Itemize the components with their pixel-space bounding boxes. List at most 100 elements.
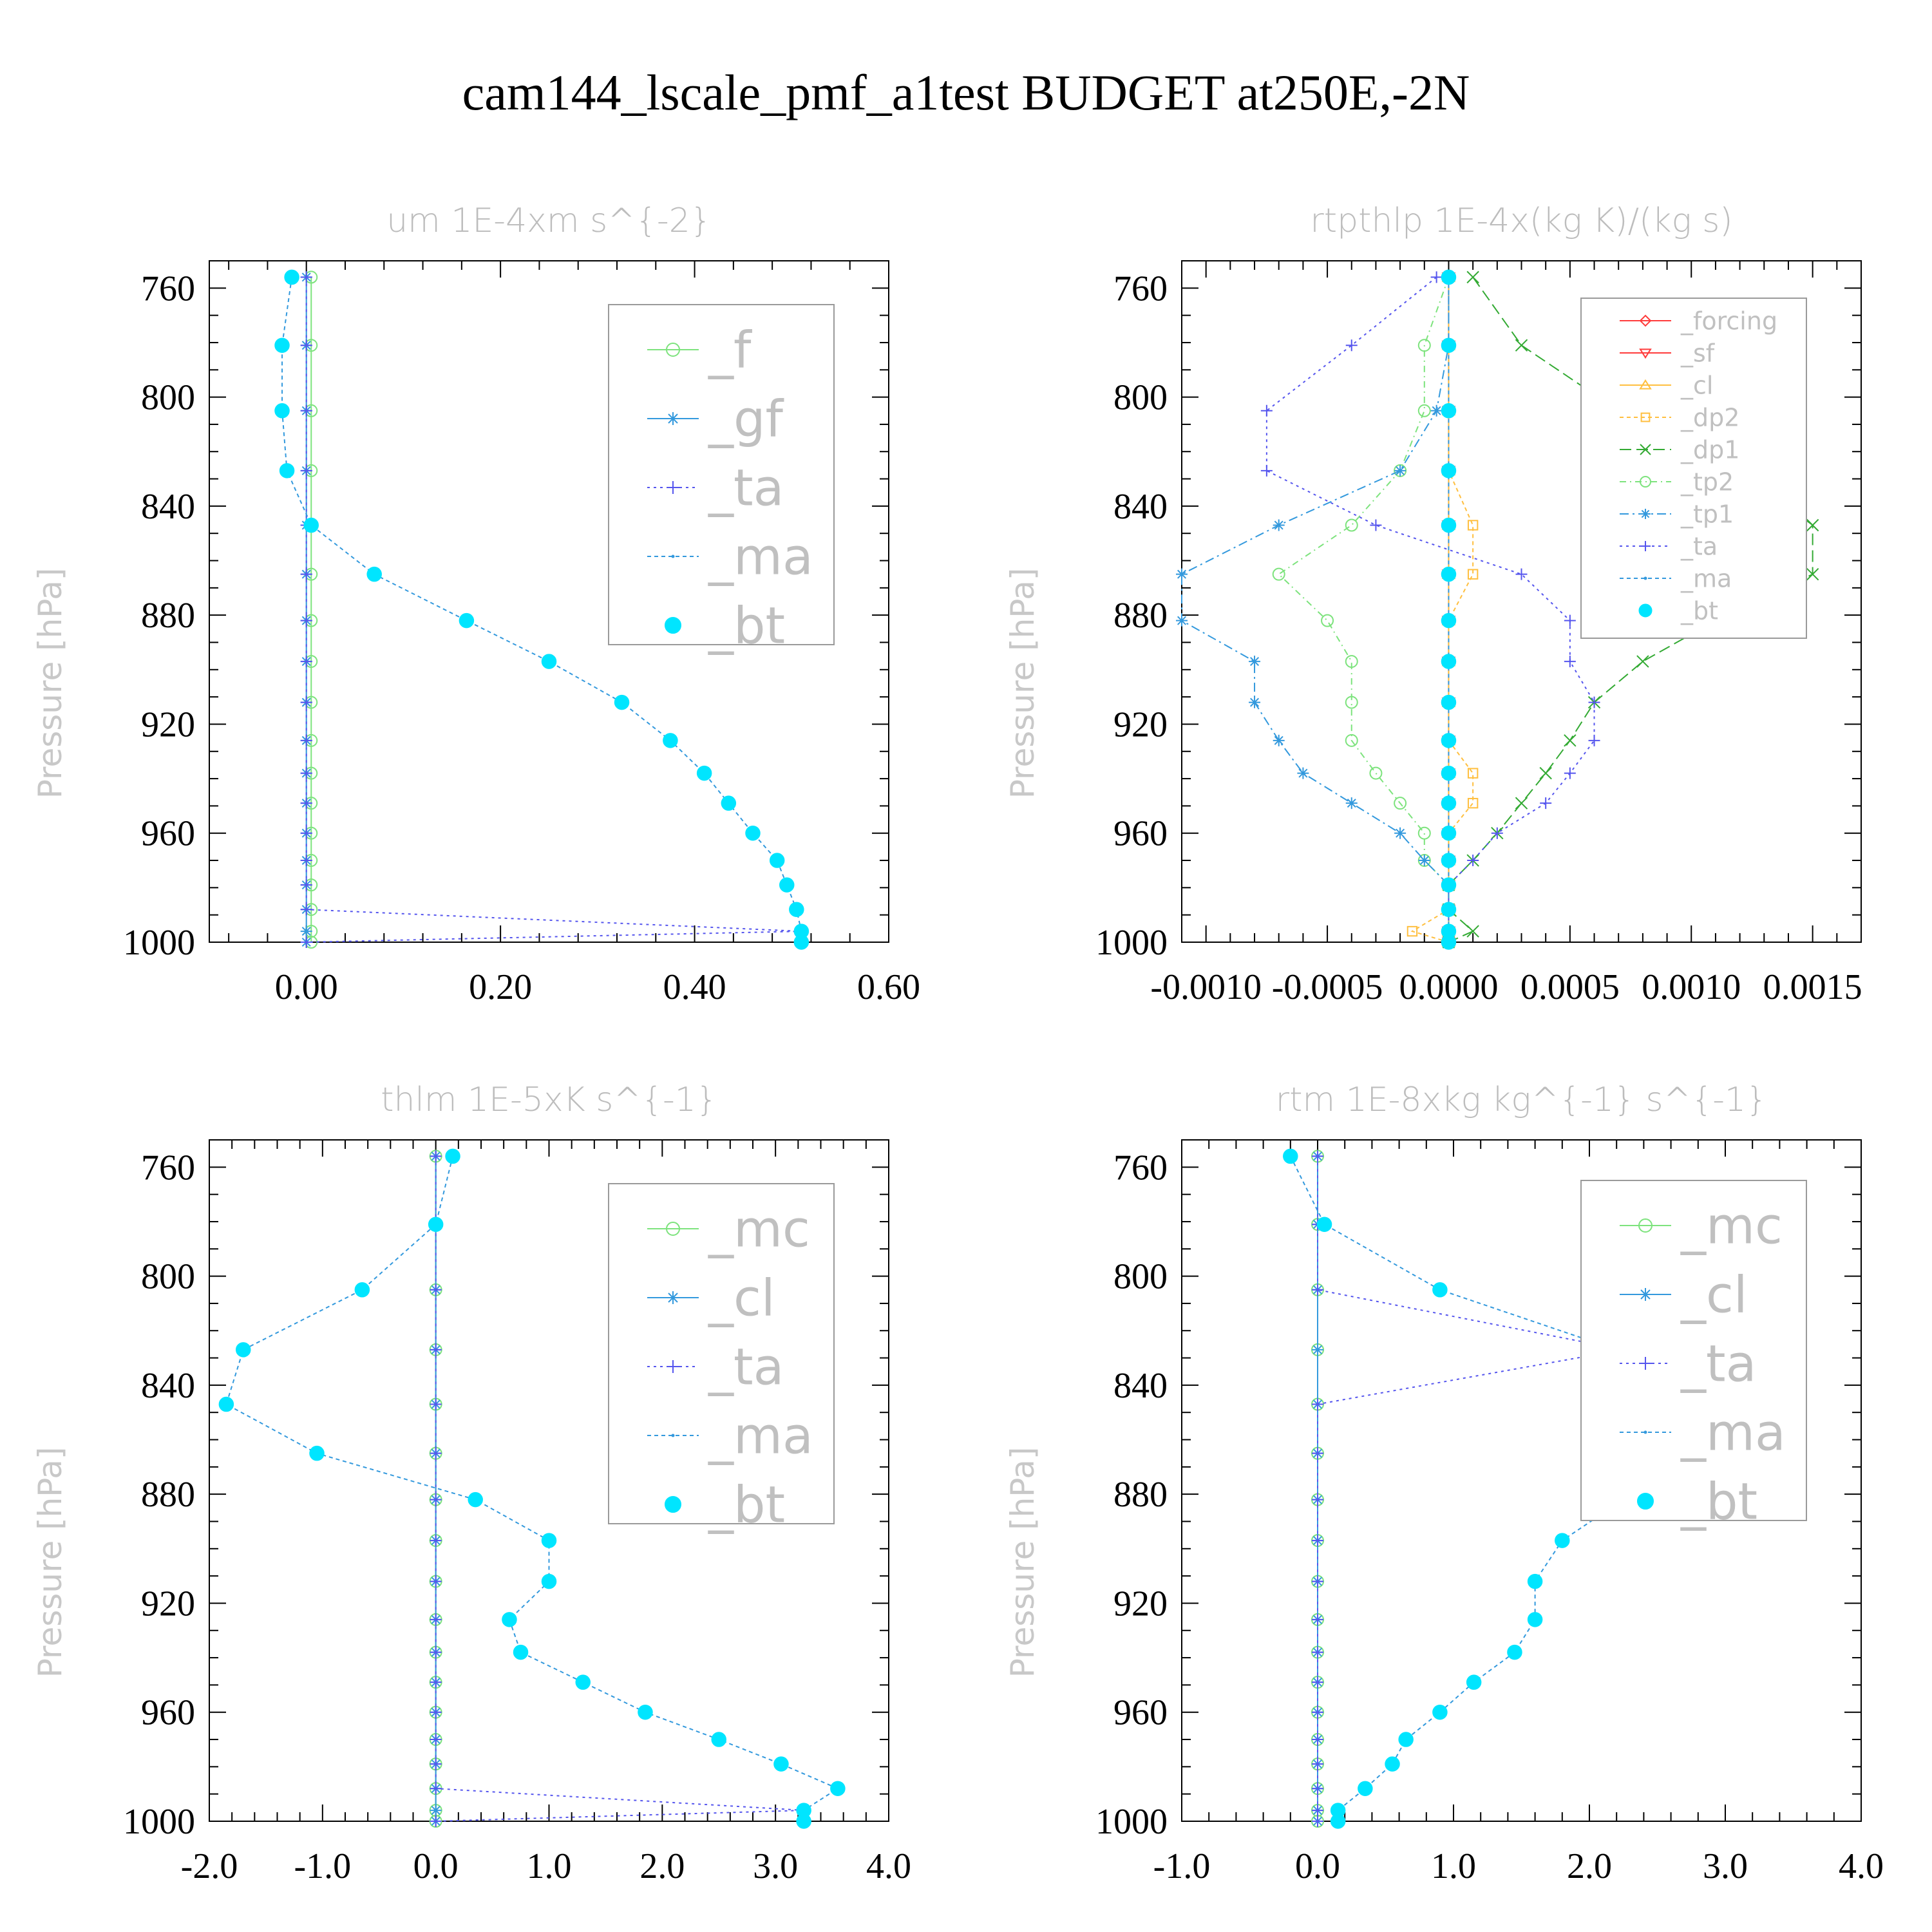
data-point [1394,464,1406,477]
data-point [300,568,312,580]
data-point [430,1804,442,1817]
data-point [1370,519,1382,531]
legend-marker [1639,379,1652,390]
x-tick-label: 0.00 [275,967,338,1007]
data-point [430,1283,442,1296]
panels: um 1E-4xm s^{-2} Pressure [hPa] 760 800 840 8… [32,202,1884,1886]
data-point [459,612,475,629]
data-point [1260,464,1273,477]
data-point [1312,1493,1323,1506]
data-point [1467,520,1479,531]
data-point [430,1398,442,1410]
y-tick-label: 840 [141,1366,195,1406]
data-point [300,879,312,891]
data-point [541,1533,557,1548]
data-point [1491,827,1503,839]
legend-marker [666,1222,680,1236]
data-point [1564,734,1577,747]
data-point [1527,1612,1543,1627]
data-point [1273,734,1285,746]
y-tick-label: 800 [1113,1257,1168,1297]
data-point [303,517,319,533]
data-point [1312,1283,1323,1296]
data-point [1321,614,1334,627]
data-point [1515,339,1528,352]
legend: _f _gf _ta _ma _bt [608,304,835,655]
series-line [1278,277,1450,942]
legend-entry: _tp1 [1620,500,1734,528]
data-point [1330,1814,1346,1829]
y-tick-label: 760 [141,269,195,308]
legend: _mc _cl _ta _ma _bt [608,1183,835,1534]
legend-entry: _bt [665,597,785,655]
data-point [638,1704,653,1720]
y-tick-label: 760 [1113,1148,1168,1188]
y-tick-label: 920 [141,705,195,744]
data-point [430,1783,442,1795]
legend-entry: _bt [1637,1473,1757,1531]
legend-label: _bt [708,1476,785,1534]
legend-label: _gf [708,390,784,448]
data-point [663,733,678,748]
data-point [300,339,312,352]
data-point [1312,1734,1323,1746]
data-point [830,1781,846,1796]
x-tick-label: 2.0 [639,1846,685,1886]
series-ta [430,1150,810,1827]
x-tick-label: 0.0000 [1399,967,1498,1007]
data-point [1515,568,1528,580]
data-point [1441,517,1457,533]
data-point [300,271,312,283]
data-point [1540,797,1552,810]
data-point [1345,696,1358,709]
data-point [300,614,312,627]
x-tick-label: 1.0 [1431,1846,1476,1886]
data-point [769,853,785,868]
data-point [300,656,312,668]
data-point [430,1343,442,1356]
data-point [1441,877,1457,893]
figure-title: cam144_lscale_pmf_a1test BUDGET at250E,-… [462,64,1470,120]
data-point [300,925,312,938]
data-point [300,404,312,417]
data-point [541,1573,557,1589]
legend: _mc _cl _ta _ma _bt [1580,1180,1807,1531]
legend-marker [1639,1288,1652,1301]
x-tick-label: 0.0010 [1642,967,1741,1007]
legend-marker [1639,1357,1652,1370]
data-point [1432,1282,1448,1298]
series-line [1265,276,1595,942]
data-point [274,403,290,419]
data-point [1466,1674,1482,1690]
data-point [1345,734,1358,747]
data-point [1441,902,1457,917]
series-ta [1260,271,1600,948]
data-point [1406,925,1418,937]
legend-entry: _gf [647,390,784,448]
data-point [1430,404,1443,417]
y-tick-label: 880 [1113,1475,1168,1515]
data-point [300,855,312,867]
data-point [428,1217,444,1232]
data-point [1249,696,1261,708]
legend-marker [1639,348,1652,359]
y-tick-label: 1000 [1095,923,1168,963]
data-point [1312,1150,1323,1162]
data-point [430,1150,442,1162]
tick-marks [1181,1140,1862,1822]
series-bt [1441,269,1457,950]
data-point [430,1734,442,1746]
y-tick-label: 1000 [123,923,195,963]
x-tick-label: -1.0 [1153,1846,1211,1886]
legend-label: _cl [1680,1266,1748,1324]
x-tick-label: 0.20 [469,967,532,1007]
data-point [218,1396,234,1412]
legend-marker [1638,1218,1653,1233]
data-point [1345,518,1358,532]
legend-label: _ta [1680,1335,1756,1393]
legend-label: _ma [1680,564,1732,592]
legend-box [1580,1180,1807,1521]
series-tp2 [1272,270,1455,949]
x-tick-label: -0.0005 [1272,967,1383,1007]
legend-entry: _sf [1620,339,1716,367]
